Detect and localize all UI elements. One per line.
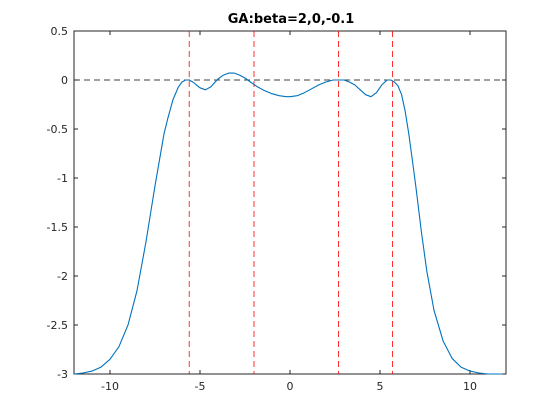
plot-area: -10 -5 0 5 10 0.5 0 -0.5 -1 -1.5 -2 -2.5 -3 [47,25,507,393]
y-tick-label: -1 [57,172,68,185]
series-line-1 [73,72,503,375]
y-tick-label: -2.5 [47,319,68,332]
chart-title: GA:beta=2,0,-0.1 [228,12,355,27]
x-tick-label: -10 [101,380,119,393]
x-tick-label: 0 [287,380,294,393]
x-tick-label: 5 [377,380,384,393]
y-tick-label: -3 [57,368,68,381]
y-tick-label: -1.5 [47,221,68,234]
x-tick-label: -5 [195,380,206,393]
x-tick-label: 10 [463,380,477,393]
y-tick-label: 0 [61,74,68,87]
y-tick-label: 0.5 [51,25,69,38]
y-tick-label: -2 [57,270,68,283]
axes-box [73,30,507,375]
y-tick-label: -0.5 [47,123,68,136]
